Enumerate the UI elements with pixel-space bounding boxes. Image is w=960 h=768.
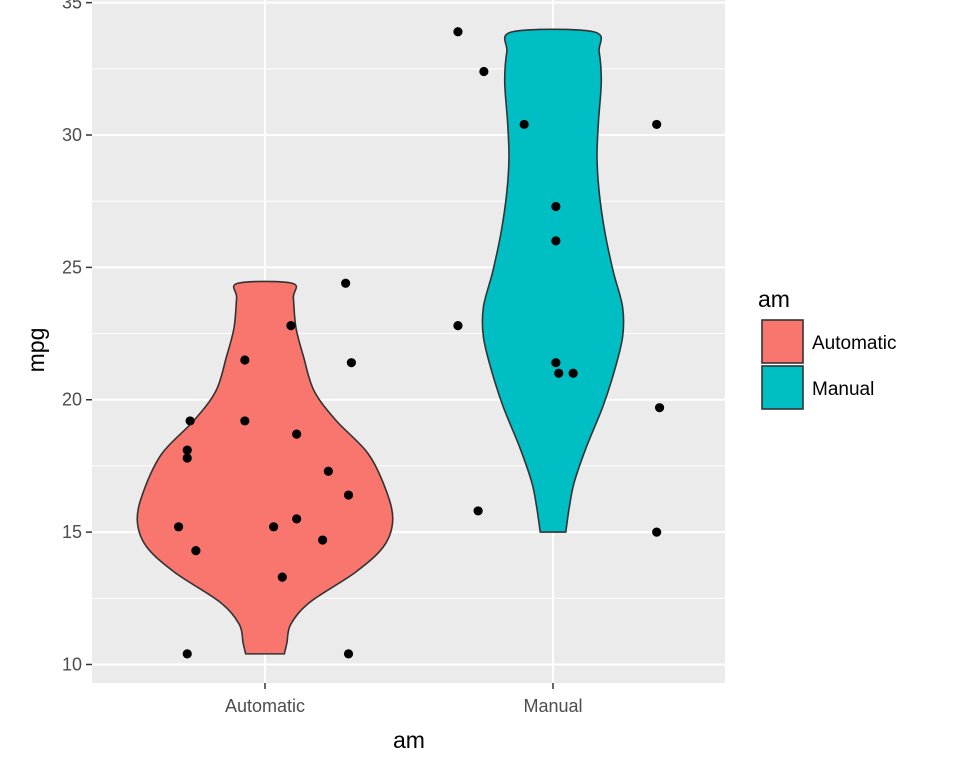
- data-point: [519, 119, 529, 130]
- violins: [136, 28, 625, 655]
- data-point: [240, 355, 250, 365]
- y-tick-label: 35: [62, 0, 82, 13]
- data-point: [551, 358, 561, 368]
- y-tick-label: 20: [62, 390, 82, 410]
- y-tick-label: 10: [62, 654, 82, 674]
- data-point: [341, 278, 351, 288]
- data-point: [191, 546, 201, 556]
- data-point: [185, 416, 195, 426]
- data-point: [286, 321, 296, 331]
- legend-entries: Automatic Manual: [761, 319, 896, 410]
- x-tick-label: Automatic: [225, 696, 305, 716]
- data-point: [292, 514, 302, 524]
- y-axis-title: mpg: [23, 328, 49, 373]
- data-point: [240, 416, 250, 426]
- data-point: [343, 649, 354, 659]
- data-point: [277, 572, 287, 582]
- data-point: [652, 119, 662, 130]
- data-point: [182, 453, 192, 463]
- legend-swatch: [761, 319, 804, 364]
- x-axis: Automatic Manual: [225, 683, 583, 716]
- y-tick-label: 25: [62, 257, 82, 277]
- data-point: [453, 321, 463, 331]
- data-point: [346, 358, 356, 368]
- data-point: [182, 649, 192, 659]
- data-point: [479, 66, 489, 77]
- data-point: [473, 506, 483, 516]
- jitter-points: [174, 27, 665, 659]
- violin-manual: [481, 28, 625, 533]
- grid-major: [92, 0, 725, 683]
- legend-swatch: [761, 365, 804, 410]
- data-point: [343, 490, 354, 500]
- y-tick-label: 15: [62, 522, 82, 542]
- data-point: [318, 535, 328, 545]
- data-point: [554, 368, 564, 378]
- legend: am Automatic Manual: [758, 286, 896, 410]
- y-tick-label: 30: [62, 125, 82, 145]
- violin-automatic: [136, 280, 394, 655]
- legend-title: am: [758, 286, 790, 312]
- data-point: [292, 429, 302, 439]
- data-point: [654, 403, 665, 413]
- data-point: [652, 527, 662, 537]
- legend-label: Manual: [812, 379, 874, 400]
- data-point: [174, 522, 184, 532]
- x-axis-title: am: [393, 727, 425, 753]
- data-point: [269, 522, 279, 532]
- data-point: [453, 27, 463, 37]
- data-point: [568, 368, 578, 378]
- data-point: [323, 466, 333, 476]
- legend-label: Automatic: [812, 333, 896, 354]
- data-point: [551, 236, 561, 246]
- x-tick-label: Manual: [523, 696, 582, 716]
- data-point: [182, 445, 192, 455]
- y-axis: 10 15 20 25 30 35: [62, 0, 92, 674]
- data-point: [551, 201, 561, 212]
